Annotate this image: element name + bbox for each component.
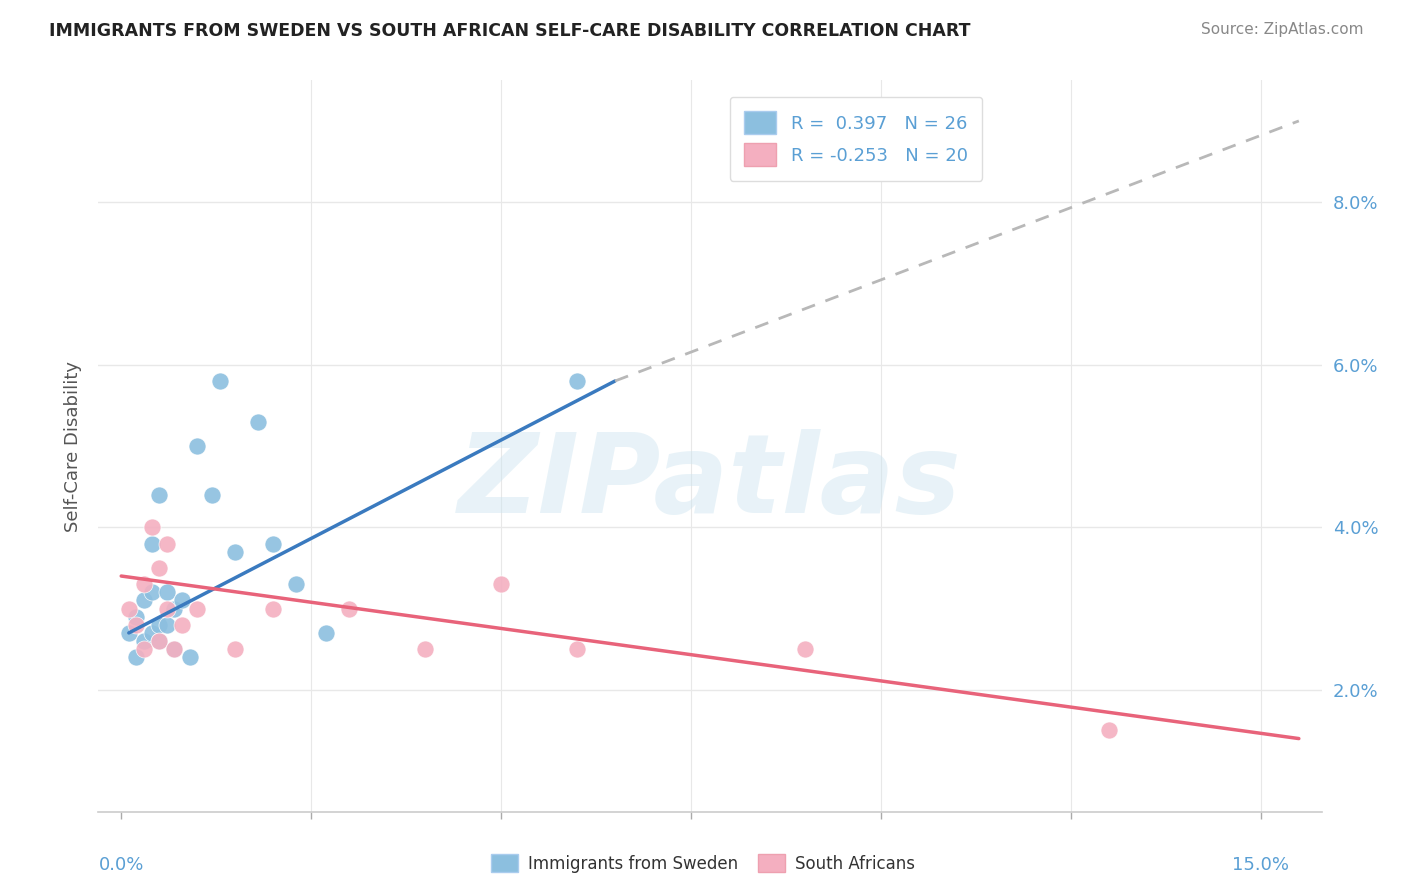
Point [148, 634, 170, 648]
Point [141, 585, 163, 599]
Point [170, 593, 193, 607]
Point [141, 536, 163, 550]
Text: 0.0%: 0.0% [98, 855, 143, 873]
Point [201, 488, 224, 502]
Point [118, 601, 141, 615]
Text: 15.0%: 15.0% [1232, 855, 1289, 873]
Point [284, 577, 307, 591]
Point [156, 585, 179, 599]
Point [170, 617, 193, 632]
Point [125, 617, 148, 632]
Point [125, 650, 148, 665]
Point [179, 650, 201, 665]
Point [224, 642, 246, 657]
Text: ZIPatlas: ZIPatlas [458, 429, 962, 536]
Point [156, 617, 179, 632]
Y-axis label: Self-Care Disability: Self-Care Disability [63, 360, 82, 532]
Point [337, 601, 360, 615]
Point [1098, 723, 1121, 738]
Point [132, 577, 155, 591]
Point [262, 601, 284, 615]
Point [315, 626, 337, 640]
Point [565, 642, 588, 657]
Point [141, 520, 163, 534]
Text: IMMIGRANTS FROM SWEDEN VS SOUTH AFRICAN SELF-CARE DISABILITY CORRELATION CHART: IMMIGRANTS FROM SWEDEN VS SOUTH AFRICAN … [49, 22, 970, 40]
Point [163, 642, 186, 657]
Point [156, 601, 179, 615]
Point [148, 634, 170, 648]
Point [141, 626, 163, 640]
Point [148, 617, 170, 632]
Point [132, 593, 155, 607]
Point [118, 626, 141, 640]
Point [794, 642, 817, 657]
Point [132, 634, 155, 648]
Point [148, 488, 170, 502]
Point [186, 601, 208, 615]
Point [163, 601, 186, 615]
Point [413, 642, 436, 657]
Point [489, 577, 512, 591]
Point [163, 642, 186, 657]
Legend: R =  0.397   N = 26, R = -0.253   N = 20: R = 0.397 N = 26, R = -0.253 N = 20 [730, 96, 983, 181]
Point [132, 642, 155, 657]
Point [208, 374, 231, 388]
Point [565, 374, 588, 388]
Point [224, 544, 246, 558]
Legend: Immigrants from Sweden, South Africans: Immigrants from Sweden, South Africans [485, 847, 921, 880]
Point [125, 609, 148, 624]
Point [156, 536, 179, 550]
Point [148, 561, 170, 575]
Point [262, 536, 284, 550]
Text: Source: ZipAtlas.com: Source: ZipAtlas.com [1201, 22, 1364, 37]
Point [246, 415, 269, 429]
Point [186, 439, 208, 453]
